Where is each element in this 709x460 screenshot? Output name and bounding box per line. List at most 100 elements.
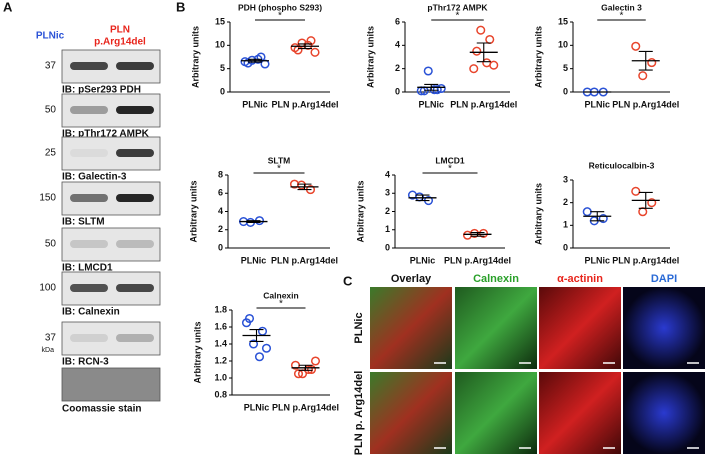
y-tick-label: 1 [563,220,568,230]
y-tick-label: 5 [563,63,568,73]
error-bar [590,211,605,222]
y-tick-label: 0 [395,86,400,96]
stain-image [61,367,161,402]
y-tick-label: 15 [215,16,225,26]
y-axis-label: Arbitrary units [533,183,543,245]
x-tick-label: PLN p.Arg14del [444,255,511,265]
data-point [478,228,489,238]
data-point [310,356,321,366]
y-tick-label: 1.4 [214,338,227,348]
data-point [638,71,648,81]
significance-label: * [620,11,624,22]
data-point [432,85,442,95]
y-tick-label: 2 [385,206,390,216]
data-point [647,198,657,208]
y-tick-label: 6 [218,188,223,198]
y-tick-label: 4 [218,206,223,216]
row-label: PLNic [353,312,365,343]
blot-image [61,321,161,356]
column-header: Calnexin [473,273,519,285]
y-tick-label: 0 [220,86,225,96]
y-tick-label: 15 [558,16,568,26]
data-point [296,180,307,190]
marker-label: 50 [45,105,57,116]
chart-title: SLTM [268,155,291,165]
data-point [469,228,480,238]
y-tick-label: 1.2 [214,355,227,365]
significance-label: * [456,11,460,22]
group-label: PLN [110,25,130,36]
data-point [631,186,641,196]
blot-band [116,284,154,292]
data-point [257,326,268,336]
data-point [472,46,482,56]
significance-label: * [278,11,282,22]
blot-label: IB: SLTM [62,217,105,228]
error-bar [248,58,262,63]
y-axis-label: Arbitrary units [365,26,375,88]
error-bar [638,50,653,71]
marker-label: 100 [39,283,56,294]
micrograph [539,287,621,369]
data-point [423,66,433,76]
y-tick-label: 3 [385,188,390,198]
x-tick-label: PLN p.Arg14del [612,99,679,109]
blot-label: IB: Calnexin [62,307,120,318]
data-point [582,207,592,217]
error-bar [249,329,264,342]
y-tick-label: 2 [218,224,223,234]
panel-label: B [176,0,185,14]
column-header: α-actinin [557,273,603,285]
y-tick-label: 0 [218,242,223,252]
marker-label: 150 [39,193,56,204]
data-point [598,213,608,224]
error-bar [415,194,430,202]
y-tick-label: 10 [558,40,568,50]
y-tick-label: 0 [563,242,568,252]
data-point [429,85,439,95]
panel-label: A [3,0,13,14]
micrograph [455,287,537,369]
marker-label: 25 [45,148,57,159]
blot-label: IB: pSer293 PDH [62,85,141,96]
chart-title: pThr172 AMPK [427,2,488,12]
y-tick-label: 10 [215,40,225,50]
y-tick-label: 0 [385,242,390,252]
error-bar [297,183,312,191]
data-point [631,41,641,51]
blot-band [70,62,108,70]
kda-label: kDa [42,347,55,354]
blot-band [70,106,108,114]
y-tick-label: 1 [385,224,390,234]
marker-label: 50 [45,239,57,250]
data-point [244,313,255,324]
micrograph [623,372,705,454]
data-point [638,207,648,217]
x-tick-label: PLN p.Arg14del [612,255,679,265]
group-label: PLNic [36,31,65,42]
x-tick-label: PLNic [584,99,610,109]
error-bar [246,220,261,223]
blot-label: IB: pThr172 AMPK [62,129,150,140]
error-bar [470,231,485,237]
blot-band [70,149,108,157]
y-tick-label: 0.8 [214,389,227,399]
marker-label: 37 [45,333,57,344]
x-tick-label: PLNic [584,255,610,265]
micrograph [370,372,452,454]
significance-label: * [277,164,281,175]
blot-band [116,240,154,248]
blot-label: IB: RCN-3 [62,357,109,368]
panel-label: C [343,273,353,288]
y-tick-label: 1.0 [214,372,227,382]
chart-title: Calnexin [263,290,298,300]
x-tick-label: PLNic [241,255,267,265]
y-tick-label: 1.6 [214,321,227,331]
y-tick-label: 4 [385,169,390,179]
y-tick-label: 5 [220,63,225,73]
x-tick-label: PLNic [410,255,436,265]
y-tick-label: 3 [563,174,568,184]
y-tick-label: 8 [218,169,223,179]
y-tick-label: 6 [395,16,400,26]
data-point [469,64,479,74]
